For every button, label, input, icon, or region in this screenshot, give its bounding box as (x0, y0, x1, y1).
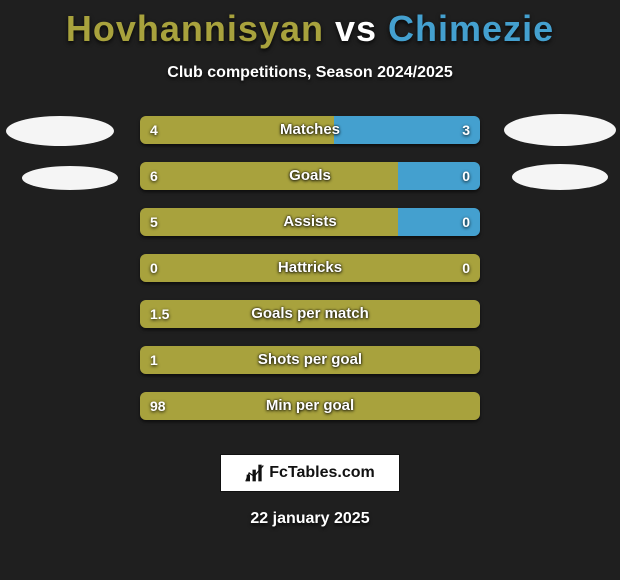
brand-badge: FcTables.com (220, 454, 400, 492)
stat-bar-left (140, 300, 480, 328)
stat-bar-left (140, 392, 480, 420)
stat-bar-left (140, 346, 480, 374)
stat-bar-left (140, 254, 480, 282)
stat-bar-right (334, 116, 480, 144)
decorative-ellipse (22, 166, 118, 190)
comparison-arena: 43Matches 60Goals 50Assists 00Hattricks 1.5G… (0, 112, 620, 432)
bar-chart-icon (245, 463, 265, 483)
stat-bar-left (140, 116, 334, 144)
date-label: 22 january 2025 (0, 510, 620, 528)
stat-bars: 43Matches 60Goals 50Assists 00Hattricks 1.5G… (140, 116, 480, 438)
stat-row: 60Goals (140, 162, 480, 190)
vs-separator: vs (335, 8, 377, 49)
comparison-title: Hovhannisyan vs Chimezie (0, 0, 620, 50)
stat-row: 00Hattricks (140, 254, 480, 282)
stat-row: 98Min per goal (140, 392, 480, 420)
player2-name: Chimezie (388, 8, 554, 49)
subtitle: Club competitions, Season 2024/2025 (0, 64, 620, 82)
stat-row: 1.5Goals per match (140, 300, 480, 328)
stat-bar-left (140, 208, 398, 236)
decorative-ellipse (512, 164, 608, 190)
brand-text: FcTables.com (269, 464, 375, 482)
stat-bar-left (140, 162, 398, 190)
stat-row: 1Shots per goal (140, 346, 480, 374)
stat-bar-right (398, 162, 480, 190)
stat-row: 50Assists (140, 208, 480, 236)
decorative-ellipse (6, 116, 114, 146)
decorative-ellipse (504, 114, 616, 146)
player1-name: Hovhannisyan (66, 8, 324, 49)
stat-row: 43Matches (140, 116, 480, 144)
stat-bar-right (398, 208, 480, 236)
